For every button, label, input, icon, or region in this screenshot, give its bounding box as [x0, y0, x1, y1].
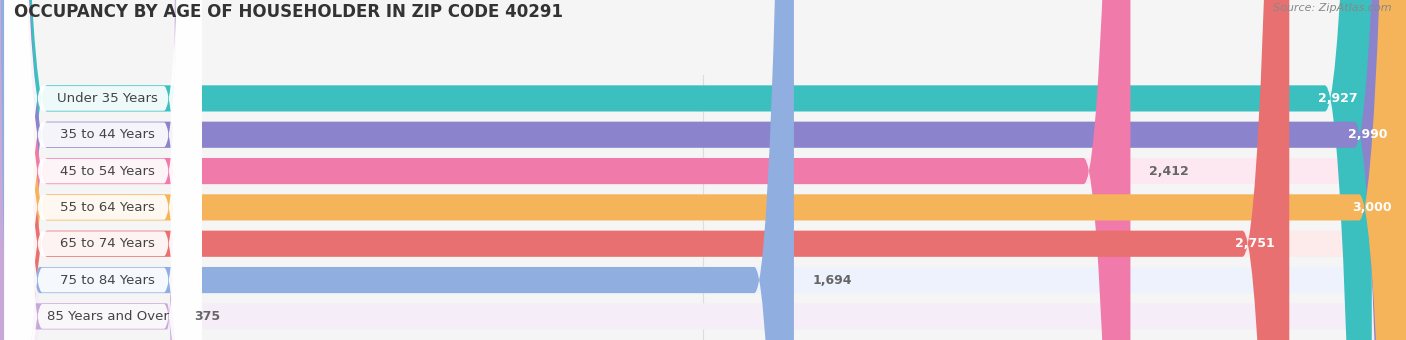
Text: 2,412: 2,412	[1149, 165, 1189, 177]
Text: 2,751: 2,751	[1236, 237, 1275, 250]
Text: 75 to 84 Years: 75 to 84 Years	[60, 274, 155, 287]
Text: Source: ZipAtlas.com: Source: ZipAtlas.com	[1274, 3, 1392, 13]
FancyBboxPatch shape	[4, 0, 201, 340]
FancyBboxPatch shape	[0, 0, 1372, 340]
Text: 2,927: 2,927	[1317, 92, 1358, 105]
Text: 375: 375	[194, 310, 221, 323]
FancyBboxPatch shape	[4, 0, 201, 340]
Text: OCCUPANCY BY AGE OF HOUSEHOLDER IN ZIP CODE 40291: OCCUPANCY BY AGE OF HOUSEHOLDER IN ZIP C…	[14, 3, 562, 21]
Text: 45 to 54 Years: 45 to 54 Years	[60, 165, 155, 177]
FancyBboxPatch shape	[0, 0, 176, 340]
FancyBboxPatch shape	[4, 0, 201, 340]
FancyBboxPatch shape	[4, 0, 201, 340]
FancyBboxPatch shape	[4, 0, 201, 340]
Text: Under 35 Years: Under 35 Years	[58, 92, 159, 105]
FancyBboxPatch shape	[0, 0, 1130, 340]
FancyBboxPatch shape	[0, 0, 794, 340]
Text: 35 to 44 Years: 35 to 44 Years	[60, 128, 155, 141]
Text: 55 to 64 Years: 55 to 64 Years	[60, 201, 155, 214]
FancyBboxPatch shape	[0, 0, 1289, 340]
Text: 85 Years and Over: 85 Years and Over	[46, 310, 169, 323]
Text: 2,990: 2,990	[1348, 128, 1388, 141]
FancyBboxPatch shape	[4, 0, 201, 340]
Text: 3,000: 3,000	[1353, 201, 1392, 214]
FancyBboxPatch shape	[4, 0, 201, 340]
Text: 65 to 74 Years: 65 to 74 Years	[60, 237, 155, 250]
Text: 1,694: 1,694	[813, 274, 852, 287]
